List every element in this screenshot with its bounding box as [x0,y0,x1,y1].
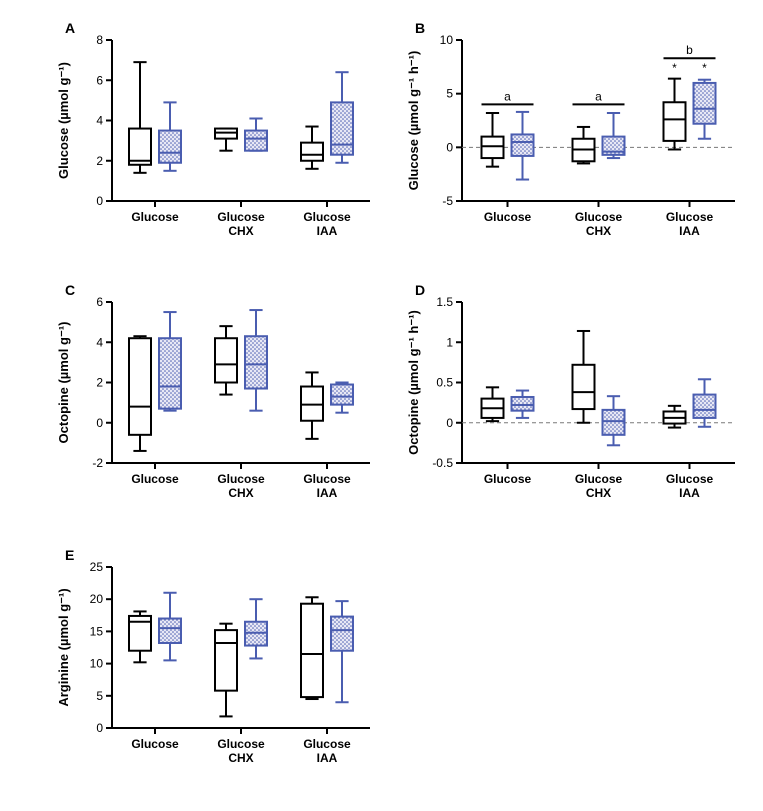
svg-text:*: * [702,61,707,75]
svg-text:CHX: CHX [228,486,253,500]
chart-C: -20246Octopine (µmol g⁻¹)GlucoseGlucoseC… [50,280,380,515]
figure-root: A02468Glucose (µmol g⁻¹)GlucoseGlucoseCH… [0,0,763,811]
svg-text:Glucose (µmol g⁻¹): Glucose (µmol g⁻¹) [56,62,71,179]
svg-text:Glucose: Glucose [666,472,714,486]
svg-text:a: a [504,89,511,103]
svg-text:0: 0 [446,140,453,154]
svg-text:IAA: IAA [679,486,700,500]
svg-text:a: a [595,89,602,103]
svg-text:2: 2 [96,154,103,168]
svg-text:0.5: 0.5 [436,376,453,390]
svg-text:0: 0 [96,194,103,208]
chart-E: 0 5 10 15 20 25 Arginine (µmol g⁻¹) Glucose Gluc… [50,545,380,780]
svg-text:Glucose: Glucose [484,210,532,224]
svg-text:6: 6 [96,73,103,87]
svg-text:5: 5 [446,87,453,101]
svg-text:-5: -5 [442,194,453,208]
svg-text:Arginine (µmol g⁻¹): Arginine (µmol g⁻¹) [56,588,71,706]
svg-text:Glucose: Glucose [666,210,714,224]
svg-text:4: 4 [96,335,103,349]
chart-B: -5 0 5 10 Glucose (µmol g⁻¹ h⁻¹) Glucose Gluco… [400,18,745,253]
svg-text:25: 25 [90,560,104,574]
svg-text:Glucose: Glucose [303,737,351,751]
svg-text:15: 15 [90,624,104,638]
svg-text:Octopine (µmol g⁻¹ h⁻¹): Octopine (µmol g⁻¹ h⁻¹) [406,310,421,455]
svg-text:6: 6 [96,295,103,309]
svg-text:Glucose: Glucose [217,737,265,751]
svg-text:5: 5 [96,689,103,703]
svg-text:-0.5: -0.5 [432,456,453,470]
svg-text:Glucose: Glucose [217,472,265,486]
svg-text:10: 10 [440,33,454,47]
svg-text:0: 0 [446,416,453,430]
svg-text:Glucose: Glucose [303,472,351,486]
svg-text:0: 0 [96,416,103,430]
svg-text:-2: -2 [92,456,103,470]
svg-text:Glucose: Glucose [303,210,351,224]
svg-text:4: 4 [96,114,103,128]
svg-text:Octopine (µmol g⁻¹): Octopine (µmol g⁻¹) [56,322,71,444]
svg-text:IAA: IAA [317,751,338,765]
svg-text:CHX: CHX [586,486,611,500]
svg-text:Glucose: Glucose [575,472,623,486]
svg-text:0: 0 [96,721,103,735]
svg-text:8: 8 [96,33,103,47]
svg-text:1.5: 1.5 [436,295,453,309]
chart-A: 02468Glucose (µmol g⁻¹)GlucoseGlucoseCHX… [50,18,380,253]
svg-text:CHX: CHX [228,224,253,238]
svg-text:Glucose: Glucose [131,472,179,486]
svg-text:CHX: CHX [228,751,253,765]
svg-text:Glucose (µmol g⁻¹ h⁻¹): Glucose (µmol g⁻¹ h⁻¹) [406,51,421,191]
svg-text:Glucose: Glucose [131,210,179,224]
svg-text:10: 10 [90,657,104,671]
svg-text:IAA: IAA [679,224,700,238]
svg-text:*: * [672,61,677,75]
svg-text:Glucose: Glucose [217,210,265,224]
svg-text:Glucose: Glucose [484,472,532,486]
svg-text:2: 2 [96,376,103,390]
chart-D: -0.5 0 0.5 1 1.5 Octopine (µmol g⁻¹ h⁻¹) Gluco… [400,280,745,515]
svg-text:Glucose: Glucose [131,737,179,751]
svg-text:CHX: CHX [586,224,611,238]
svg-text:Glucose: Glucose [575,210,623,224]
svg-text:IAA: IAA [317,486,338,500]
svg-text:20: 20 [90,592,104,606]
svg-text:b: b [686,43,693,57]
svg-text:IAA: IAA [317,224,338,238]
svg-text:1: 1 [446,335,453,349]
